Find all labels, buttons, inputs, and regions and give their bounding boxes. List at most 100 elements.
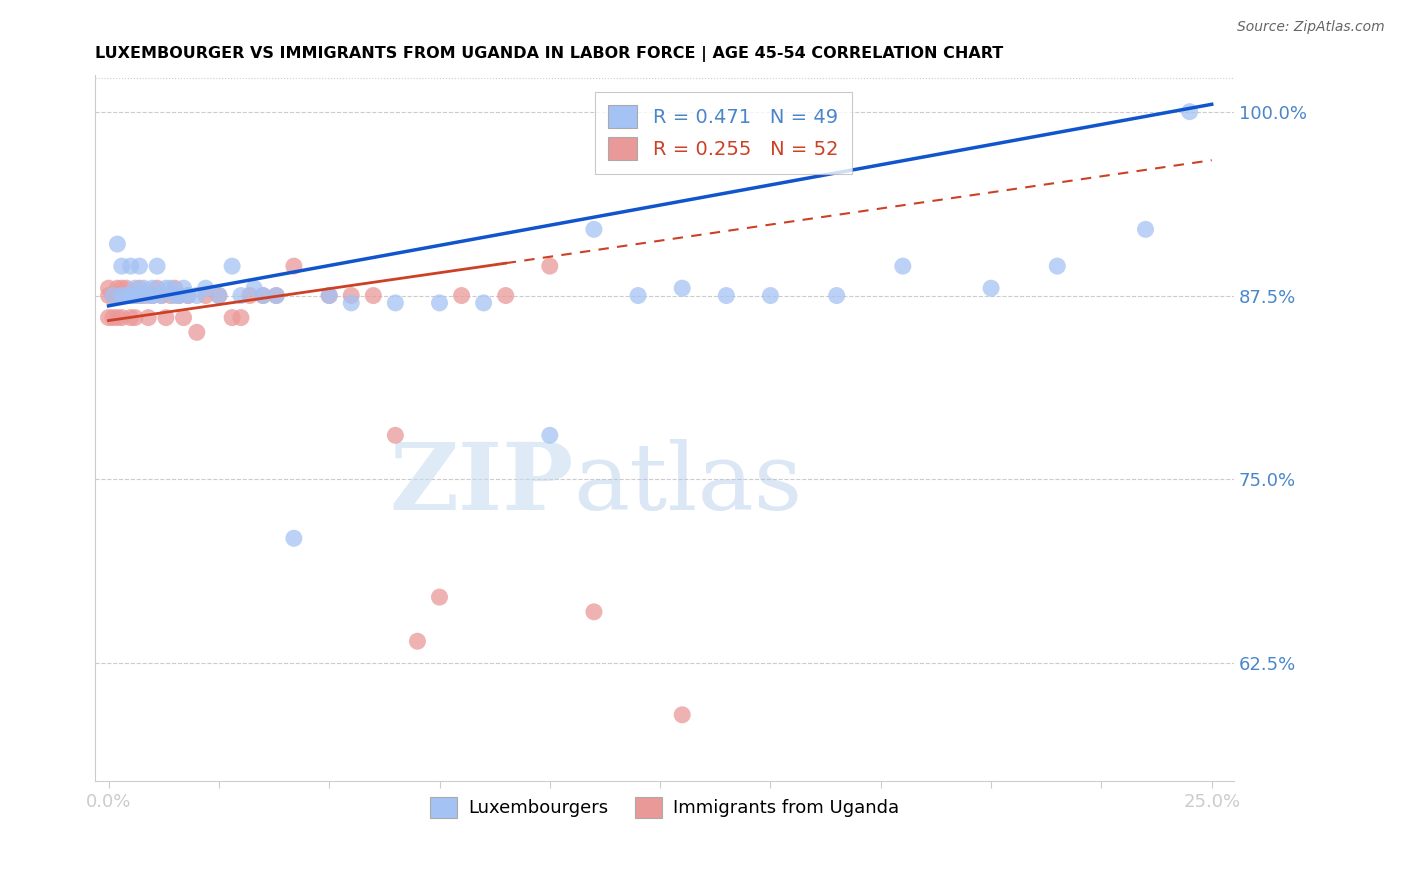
Point — [221, 310, 243, 325]
Point — [283, 259, 305, 273]
Point — [150, 288, 173, 302]
Point — [671, 707, 693, 722]
Point — [759, 288, 782, 302]
Point — [340, 288, 363, 302]
Point — [136, 288, 159, 302]
Point — [243, 281, 266, 295]
Point — [891, 259, 914, 273]
Point — [115, 288, 138, 302]
Point — [105, 237, 128, 252]
Point — [186, 326, 208, 340]
Point — [111, 281, 134, 295]
Point — [124, 288, 146, 302]
Point — [111, 288, 134, 302]
Point — [177, 288, 200, 302]
Point — [142, 288, 165, 302]
Point — [582, 222, 605, 236]
Point — [146, 281, 169, 295]
Point — [142, 288, 165, 302]
Point — [105, 281, 128, 295]
Point — [115, 281, 138, 295]
Point — [124, 281, 146, 295]
Point — [111, 310, 134, 325]
Point — [163, 281, 186, 295]
Point — [132, 288, 155, 302]
Point — [716, 288, 738, 302]
Point — [363, 288, 385, 302]
Point — [120, 259, 142, 273]
Point — [340, 296, 363, 310]
Point — [825, 288, 848, 302]
Point — [495, 288, 517, 302]
Point — [671, 281, 693, 295]
Point — [208, 288, 231, 302]
Point — [150, 288, 173, 302]
Point — [627, 288, 650, 302]
Point — [155, 310, 177, 325]
Point — [429, 296, 451, 310]
Point — [318, 288, 340, 302]
Point — [538, 259, 561, 273]
Point — [229, 310, 252, 325]
Text: LUXEMBOURGER VS IMMIGRANTS FROM UGANDA IN LABOR FORCE | AGE 45-54 CORRELATION CH: LUXEMBOURGER VS IMMIGRANTS FROM UGANDA I… — [96, 46, 1004, 62]
Point — [124, 288, 146, 302]
Point — [194, 281, 217, 295]
Point — [318, 288, 340, 302]
Point — [252, 288, 274, 302]
Point — [177, 288, 200, 302]
Point — [128, 288, 150, 302]
Point — [450, 288, 472, 302]
Point — [120, 288, 142, 302]
Point — [105, 310, 128, 325]
Text: ZIP: ZIP — [389, 440, 574, 530]
Point — [538, 428, 561, 442]
Point — [264, 288, 287, 302]
Point — [229, 288, 252, 302]
Point — [101, 288, 124, 302]
Point — [163, 288, 186, 302]
Point — [120, 288, 142, 302]
Point — [128, 281, 150, 295]
Point — [146, 259, 169, 273]
Point — [97, 310, 120, 325]
Point — [252, 288, 274, 302]
Point — [101, 288, 124, 302]
Point — [472, 296, 495, 310]
Point — [429, 590, 451, 604]
Point — [406, 634, 429, 648]
Point — [97, 288, 120, 302]
Text: atlas: atlas — [574, 440, 803, 530]
Point — [159, 281, 181, 295]
Point — [128, 259, 150, 273]
Point — [97, 281, 120, 295]
Point — [167, 288, 190, 302]
Point — [173, 310, 195, 325]
Legend: Luxembourgers, Immigrants from Uganda: Luxembourgers, Immigrants from Uganda — [423, 789, 907, 825]
Point — [128, 288, 150, 302]
Point — [194, 288, 217, 302]
Point — [208, 288, 231, 302]
Text: Source: ZipAtlas.com: Source: ZipAtlas.com — [1237, 20, 1385, 34]
Point — [111, 288, 134, 302]
Point — [142, 281, 165, 295]
Point — [159, 288, 181, 302]
Point — [384, 428, 406, 442]
Point — [132, 281, 155, 295]
Point — [239, 288, 262, 302]
Point — [155, 281, 177, 295]
Point — [1046, 259, 1069, 273]
Point — [136, 310, 159, 325]
Point — [101, 310, 124, 325]
Point — [120, 310, 142, 325]
Point — [167, 288, 190, 302]
Point — [582, 605, 605, 619]
Point — [1135, 222, 1157, 236]
Point — [120, 288, 142, 302]
Point — [980, 281, 1002, 295]
Point — [105, 288, 128, 302]
Point — [1178, 104, 1201, 119]
Point — [115, 288, 138, 302]
Point — [101, 288, 124, 302]
Point — [221, 259, 243, 273]
Point — [173, 281, 195, 295]
